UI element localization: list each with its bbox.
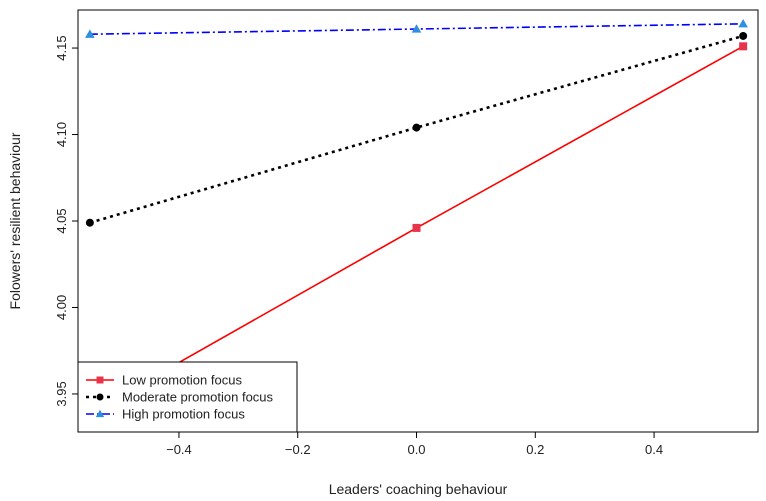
data-point [412, 123, 421, 132]
x-axis-title: Leaders' coaching behaviour [329, 481, 508, 497]
series-line [89, 34, 744, 224]
legend-marker [96, 393, 104, 401]
legend: Low promotion focus Moderate promotion fo… [77, 361, 298, 433]
x-tick-label: 0.0 [407, 442, 425, 457]
legend-item: Moderate promotion focus [86, 390, 274, 405]
legend-label: High promotion focus [122, 407, 245, 422]
data-point [739, 42, 748, 51]
x-tick-label: −0.2 [285, 442, 311, 457]
x-axis: −0.4 −0.2 0.0 0.2 0.4 [166, 432, 663, 457]
y-tick-label: 3.95 [54, 381, 69, 406]
legend-marker [95, 409, 105, 418]
y-tick-label: 4.05 [54, 208, 69, 233]
data-point [412, 223, 421, 232]
y-axis: 3.95 4.00 4.05 4.10 4.15 [54, 35, 78, 407]
data-point [85, 218, 94, 227]
y-tick-label: 4.15 [54, 35, 69, 60]
y-tick-label: 4.00 [54, 295, 69, 320]
series-1 [85, 42, 748, 417]
legend-label: Low promotion focus [122, 373, 242, 388]
data-point [411, 24, 422, 33]
series-2 [85, 31, 748, 227]
y-axis-title: Folowers' resilient behaviour [7, 132, 23, 309]
series-3 [85, 19, 748, 38]
x-tick-label: −0.4 [166, 442, 192, 457]
y-tick-label: 4.10 [54, 122, 69, 147]
data-point [738, 19, 748, 28]
plot-area [77, 9, 759, 433]
x-tick-label: 0.2 [526, 442, 544, 457]
legend-box [77, 361, 298, 433]
legend-label: Moderate promotion focus [122, 390, 274, 405]
legend-marker [96, 376, 104, 384]
legend-item: High promotion focus [86, 407, 245, 422]
legend-item: Low promotion focus [86, 373, 242, 388]
data-point [739, 31, 748, 40]
x-tick-label: 0.4 [645, 442, 663, 457]
data-point [85, 29, 95, 38]
series-layer [85, 19, 748, 417]
